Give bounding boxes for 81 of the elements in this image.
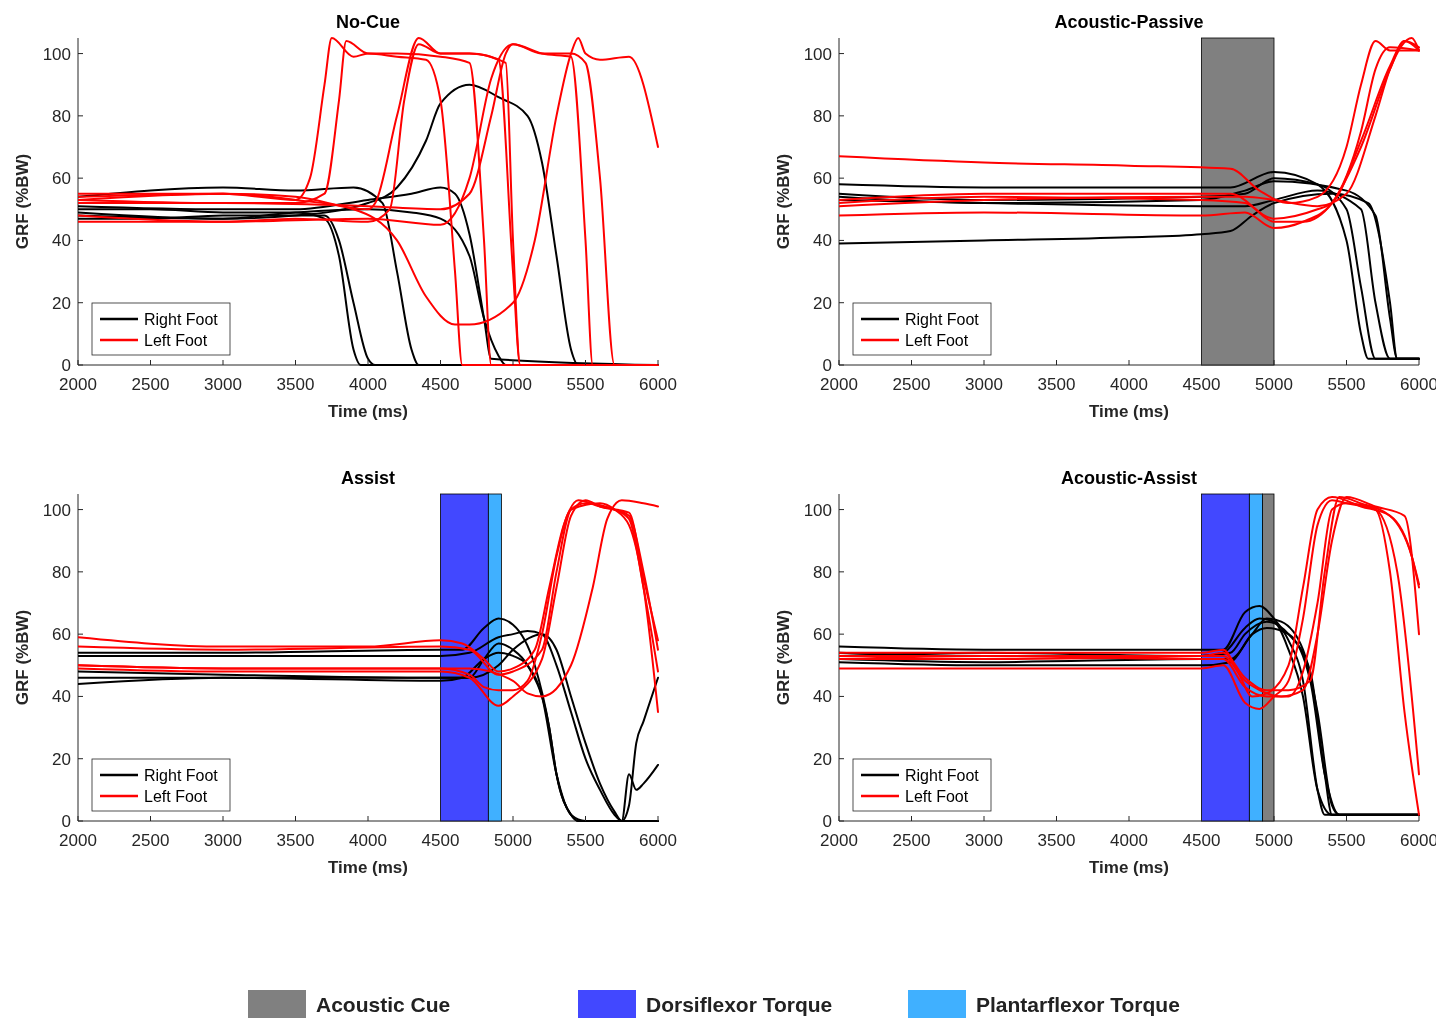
x-tick-label: 2000: [820, 831, 858, 850]
y-tick-label: 40: [52, 231, 71, 251]
y-tick-label: 60: [52, 169, 71, 189]
x-axis-title: Time (ms): [1089, 858, 1169, 877]
x-tick-label: 2500: [131, 375, 170, 394]
y-tick-label: 0: [61, 355, 71, 375]
y-tick-label: 80: [52, 106, 71, 126]
legend-label: Left Foot: [144, 787, 208, 805]
x-tick-label: 5000: [494, 831, 532, 850]
y-tick-label: 40: [52, 687, 71, 707]
x-tick-label: 3500: [1037, 831, 1076, 850]
x-tick-label: 2000: [59, 831, 97, 850]
y-tick-label: 40: [813, 231, 832, 251]
x-tick-label: 4000: [349, 831, 387, 850]
x-tick-label: 4000: [1110, 375, 1148, 394]
chart-title: Acoustic-Passive: [1054, 12, 1204, 32]
legend-label: Left Foot: [905, 331, 969, 349]
chart-title: No-Cue: [336, 12, 400, 32]
x-tick-label: 3000: [204, 831, 242, 850]
y-tick-label: 100: [803, 44, 832, 64]
legend-label: Right Foot: [144, 766, 219, 784]
y-tick-label: 100: [42, 44, 71, 64]
x-tick-label: 5500: [566, 831, 605, 850]
y-tick-label: 60: [813, 625, 832, 645]
y-tick-label: 0: [61, 811, 71, 831]
x-tick-label: 2000: [820, 375, 858, 394]
x-tick-label: 6000: [639, 375, 677, 394]
x-tick-label: 3500: [1037, 375, 1076, 394]
y-tick-label: 20: [52, 749, 71, 769]
y-tick-label: 0: [822, 355, 832, 375]
legend-label: Acoustic Cue: [316, 993, 451, 1016]
y-tick-label: 80: [52, 562, 71, 582]
legend-label: Plantarflexor Torque: [976, 993, 1180, 1016]
legend-label: Right Foot: [905, 310, 980, 328]
x-tick-label: 5000: [494, 375, 532, 394]
x-tick-label: 6000: [639, 831, 677, 850]
x-tick-label: 4500: [421, 831, 460, 850]
x-tick-label: 2500: [892, 375, 931, 394]
x-axis-title: Time (ms): [328, 402, 408, 421]
y-tick-label: 20: [813, 293, 832, 313]
x-tick-label: 5500: [1327, 375, 1366, 394]
x-tick-label: 4500: [421, 375, 460, 394]
y-tick-label: 100: [42, 500, 71, 520]
y-tick-label: 60: [52, 625, 71, 645]
y-tick-label: 20: [813, 749, 832, 769]
x-tick-label: 5000: [1255, 375, 1293, 394]
y-axis-title: GRF (%BW): [774, 609, 793, 706]
x-tick-label: 5500: [1327, 831, 1366, 850]
legend-label: Left Foot: [905, 787, 969, 805]
x-tick-label: 3000: [965, 375, 1003, 394]
x-axis-title: Time (ms): [328, 858, 408, 877]
y-axis-title: GRF (%BW): [13, 153, 32, 250]
y-tick-label: 80: [813, 106, 832, 126]
y-tick-label: 100: [803, 500, 832, 520]
chart-title: Assist: [340, 468, 396, 488]
x-tick-label: 3500: [276, 831, 315, 850]
x-tick-label: 3000: [204, 375, 242, 394]
y-tick-label: 0: [822, 811, 832, 831]
x-tick-label: 3500: [276, 375, 315, 394]
x-tick-label: 4500: [1182, 831, 1221, 850]
y-tick-label: 20: [52, 293, 71, 313]
y-tick-label: 40: [813, 687, 832, 707]
legend-label: Right Foot: [144, 310, 219, 328]
y-tick-label: 60: [813, 169, 832, 189]
y-axis-title: GRF (%BW): [13, 609, 32, 706]
x-tick-label: 2500: [892, 831, 931, 850]
x-tick-label: 5500: [566, 375, 605, 394]
x-tick-label: 3000: [965, 831, 1003, 850]
x-tick-label: 4000: [1110, 831, 1148, 850]
x-tick-label: 2000: [59, 375, 97, 394]
legend-label: Left Foot: [144, 331, 208, 349]
legend-label: Dorsiflexor Torque: [646, 993, 833, 1016]
x-tick-label: 5000: [1255, 831, 1293, 850]
chart-title: Acoustic-Assist: [1060, 468, 1198, 488]
y-axis-title: GRF (%BW): [774, 153, 793, 250]
x-tick-label: 4000: [349, 375, 387, 394]
x-axis-title: Time (ms): [1089, 402, 1169, 421]
x-tick-label: 2500: [131, 831, 170, 850]
legend-label: Right Foot: [905, 766, 980, 784]
y-tick-label: 80: [813, 562, 832, 582]
x-tick-label: 4500: [1182, 375, 1221, 394]
